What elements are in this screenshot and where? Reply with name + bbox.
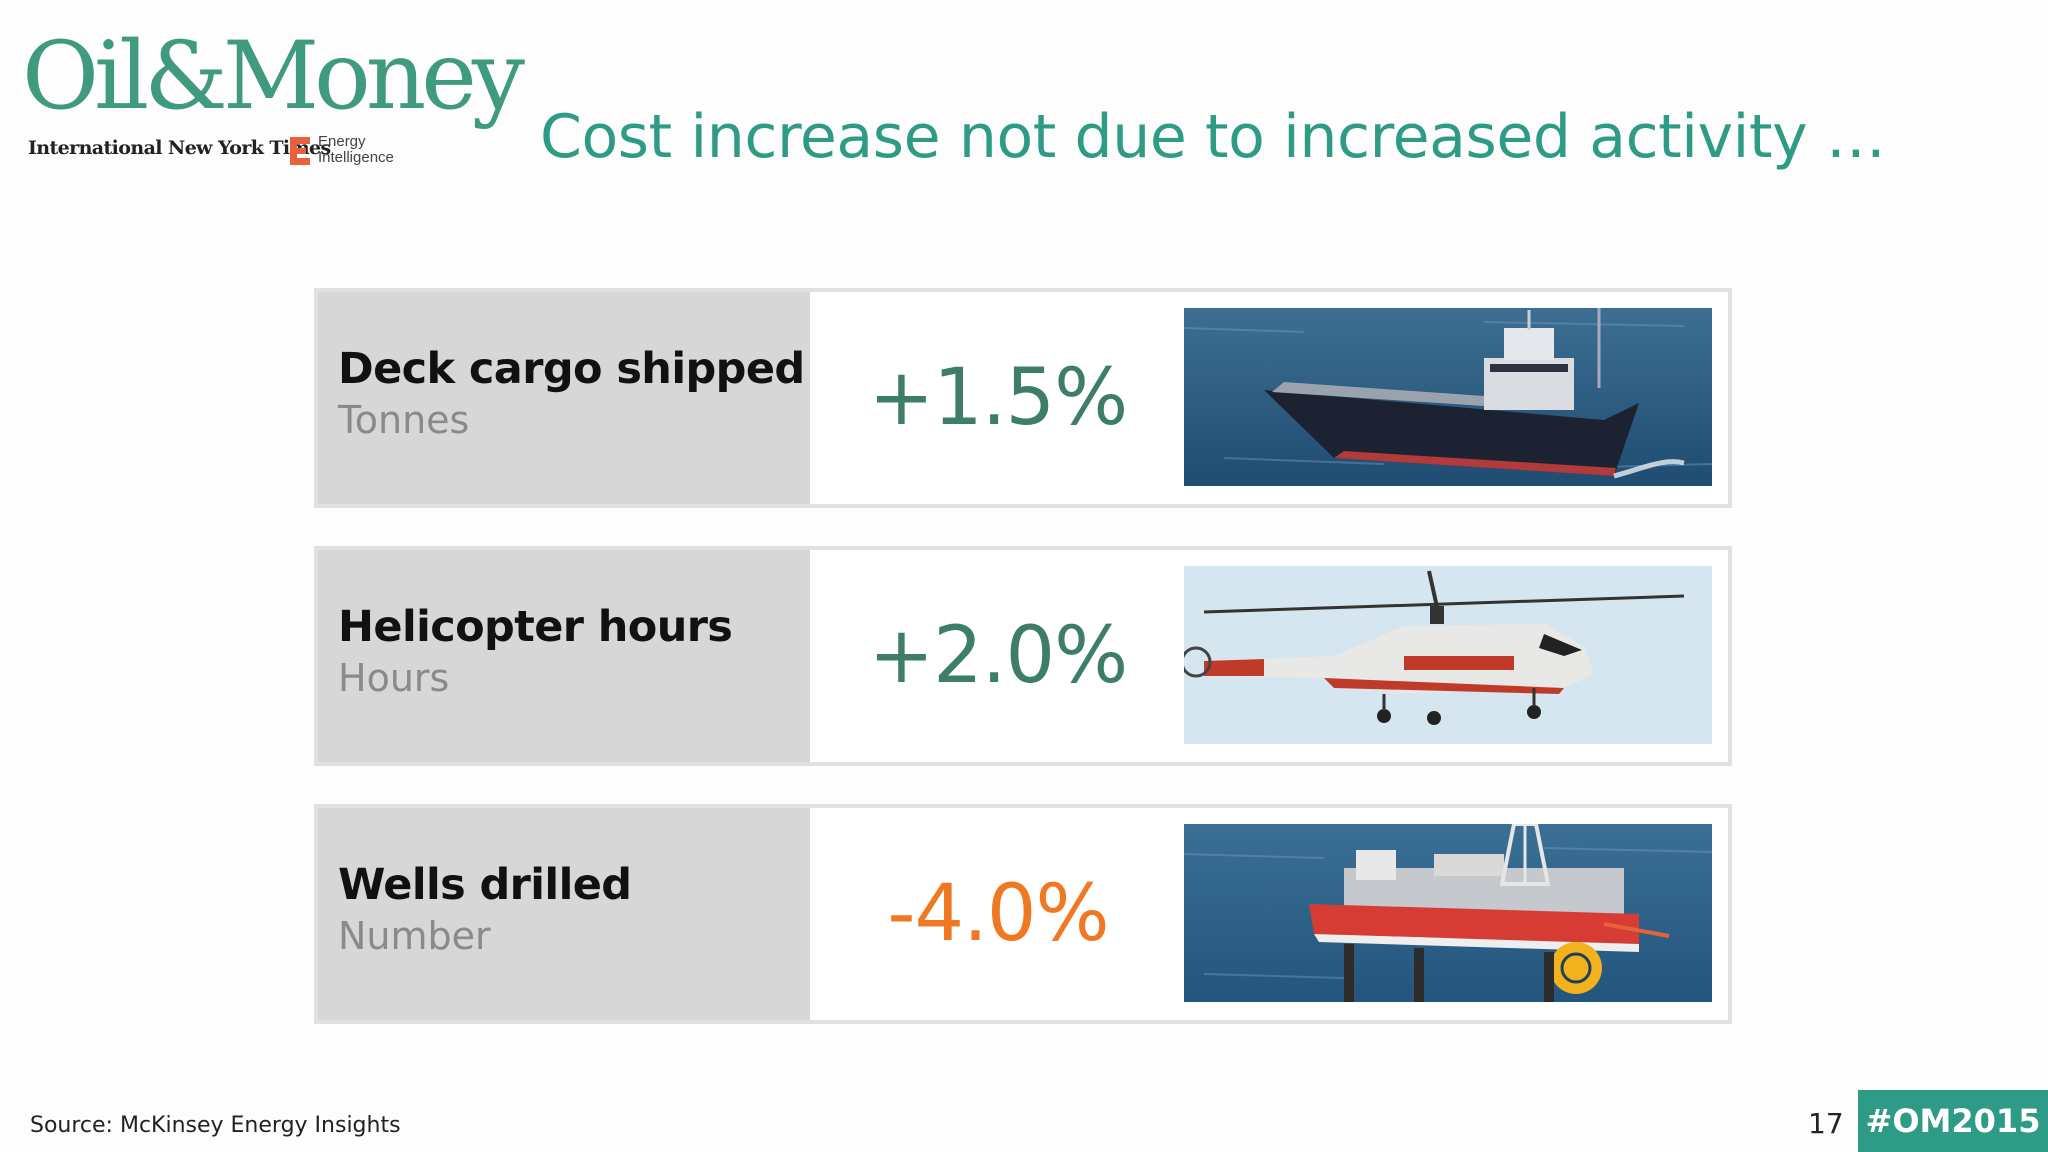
supply-vessel-photo <box>1184 308 1712 486</box>
metric-label-panel: Deck cargo shipped Tonnes <box>318 292 810 504</box>
helicopter-photo <box>1184 566 1712 744</box>
metric-row: Wells drilled Number -4.0% <box>314 804 1732 1024</box>
metric-name: Deck cargo shipped <box>338 344 805 394</box>
metric-label-panel: Wells drilled Number <box>318 808 810 1020</box>
offshore-rig-photo <box>1184 824 1712 1002</box>
metric-unit: Number <box>338 914 491 958</box>
metric-name: Wells drilled <box>338 860 632 910</box>
source-note: Source: McKinsey Energy Insights <box>30 1113 401 1138</box>
metric-unit: Hours <box>338 656 450 700</box>
oil-and-money-logo: Oil&Money International New York Times E… <box>22 30 525 180</box>
metric-value: -4.0% <box>887 869 1109 959</box>
page-number: 17 <box>1808 1107 1844 1140</box>
event-hashtag: #OM2015 <box>1858 1090 2048 1152</box>
logo-brand: Oil&Money <box>22 22 525 131</box>
metric-value: +2.0% <box>868 611 1129 701</box>
metric-row: Deck cargo shipped Tonnes +1.5% <box>314 288 1732 508</box>
metric-unit: Tonnes <box>338 398 470 442</box>
metric-row: Helicopter hours Hours +2.0% <box>314 546 1732 766</box>
logo-nyt: International New York Times <box>28 137 331 159</box>
slide-title: Cost increase not due to increased activ… <box>540 102 1886 172</box>
energy-intelligence-icon <box>290 137 310 165</box>
logo-energy-intelligence: Energy Intelligence <box>318 133 394 166</box>
metric-value: +1.5% <box>868 353 1129 443</box>
metric-label-panel: Helicopter hours Hours <box>318 550 810 762</box>
metric-name: Helicopter hours <box>338 602 733 652</box>
